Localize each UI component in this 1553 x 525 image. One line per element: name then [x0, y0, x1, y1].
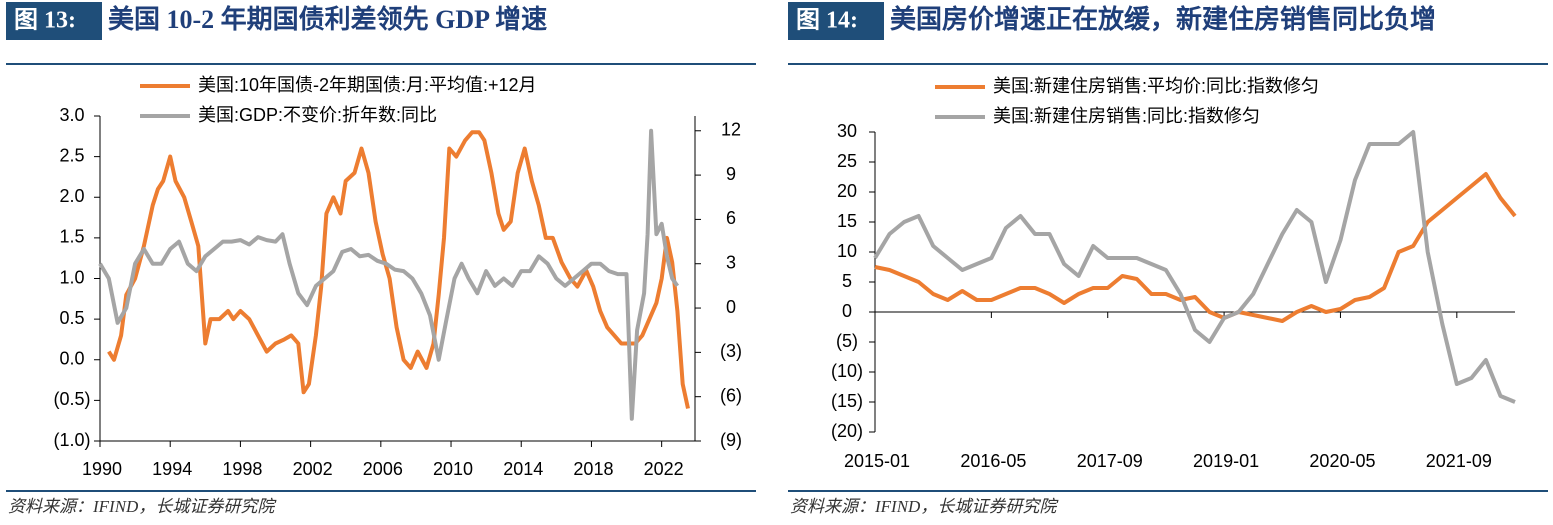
y-tick-label: 2.0	[59, 186, 84, 206]
y-tick-label: 5	[842, 271, 852, 291]
series-line	[107, 130, 690, 409]
x-tick-label: 1990	[82, 459, 122, 479]
series-line	[98, 128, 680, 421]
y-tick-label: (5)	[836, 331, 858, 351]
y-tick-label: (0.5)	[53, 389, 90, 409]
y-tick-label: 2.5	[59, 145, 84, 165]
x-tick-label: 2020-05	[1309, 451, 1375, 471]
x-tick-label: 2016-05	[960, 451, 1026, 471]
x-tick-label: 2015-01	[844, 451, 910, 471]
x-tick-label: 2002	[293, 459, 333, 479]
x-tick-label: 2014	[503, 459, 543, 479]
y-tick-label: (20)	[831, 421, 863, 441]
legend-label: 美国:新建住房销售:同比:指数修匀	[993, 106, 1260, 126]
x-tick-label: 1994	[152, 459, 192, 479]
figure-label: 图 14:	[796, 7, 858, 34]
x-tick-label: 2021-09	[1426, 451, 1492, 471]
y-tick-label: 0	[842, 301, 852, 321]
series-line	[873, 130, 1516, 404]
y-tick-label: 0.0	[59, 349, 84, 369]
y2-tick-label: 3	[726, 252, 736, 272]
y-tick-label: 0.5	[59, 308, 84, 328]
source: 资料来源：IFIND，长城证券研究院	[8, 497, 277, 516]
y-tick-label: 3.0	[59, 105, 84, 125]
x-tick-label: 2022	[644, 459, 684, 479]
y2-tick-label: (3)	[720, 341, 742, 361]
legend-label: 美国:GDP:不变价:折年数:同比	[198, 105, 437, 125]
x-tick-label: 2019-01	[1193, 451, 1259, 471]
x-tick-label: 2018	[573, 459, 613, 479]
y2-tick-label: 12	[721, 120, 741, 140]
y-tick-label: 10	[837, 241, 857, 261]
chart-title: 美国 10-2 年期国债利差领先 GDP 增速	[108, 4, 547, 34]
legend-label: 美国:10年国债-2年期国债:月:平均值:+12月	[198, 75, 537, 95]
figure-label-box	[6, 2, 102, 40]
y-tick-label: 1.0	[59, 267, 84, 287]
x-tick-label: 1998	[222, 459, 262, 479]
y-tick-label: 25	[837, 151, 857, 171]
y-tick-label: (15)	[831, 391, 863, 411]
figure-label: 图 13:	[14, 7, 76, 34]
source: 资料来源：IFIND，长城证券研究院	[790, 497, 1059, 516]
y2-tick-label: 9	[726, 164, 736, 184]
x-tick-label: 2017-09	[1077, 451, 1143, 471]
x-tick-label: 2010	[433, 459, 473, 479]
y2-tick-label: (6)	[720, 385, 742, 405]
y-tick-label: (1.0)	[53, 430, 90, 450]
y-tick-label: 20	[837, 181, 857, 201]
y-tick-label: 30	[837, 121, 857, 141]
series-line	[874, 172, 1517, 323]
y-tick-label: 1.5	[59, 227, 84, 247]
x-tick-label: 2006	[363, 459, 403, 479]
y-tick-label: 15	[837, 211, 857, 231]
figure-label-box	[788, 2, 884, 40]
y2-tick-label: (9)	[720, 430, 742, 450]
chart-title: 美国房价增速正在放缓，新建住房销售同比负增	[890, 4, 1436, 34]
y2-tick-label: 6	[726, 208, 736, 228]
legend-label: 美国:新建住房销售:平均价:同比:指数修匀	[993, 76, 1319, 96]
y-tick-label: (10)	[831, 361, 863, 381]
y2-tick-label: 0	[726, 297, 736, 317]
